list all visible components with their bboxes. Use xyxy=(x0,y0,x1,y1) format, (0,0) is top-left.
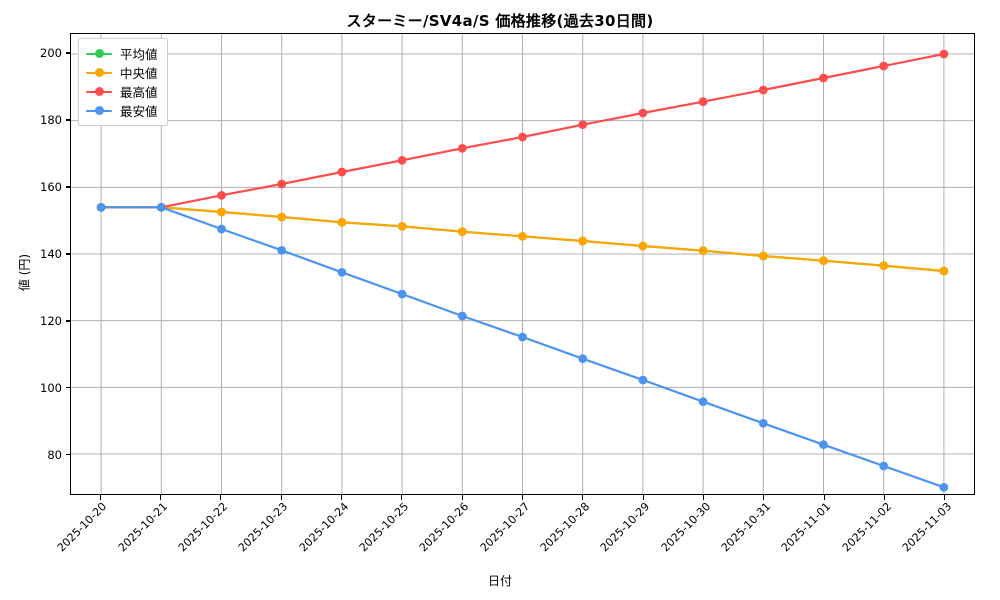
y-tick-mark xyxy=(66,52,71,54)
legend-item[interactable]: 平均値 xyxy=(86,44,158,63)
series-marker xyxy=(457,311,467,321)
series-marker xyxy=(277,245,287,255)
series-marker xyxy=(638,108,648,118)
series-marker xyxy=(819,440,828,450)
x-axis-title: 日付 xyxy=(487,574,512,588)
x-tick-mark xyxy=(401,495,403,500)
series-marker xyxy=(337,167,347,177)
x-tick-mark xyxy=(461,495,463,500)
series-marker xyxy=(819,256,828,266)
legend-item-label: 中央値 xyxy=(120,66,158,81)
series-marker xyxy=(578,354,588,364)
y-tick-mark xyxy=(66,186,71,188)
series-marker xyxy=(578,236,588,246)
series-marker xyxy=(217,224,226,234)
x-tick-mark xyxy=(642,495,644,500)
x-tick-mark xyxy=(340,495,343,500)
legend-marker-icon xyxy=(86,66,112,80)
series-marker xyxy=(397,155,407,165)
y-tick-label: 140 xyxy=(40,246,62,261)
plot-area xyxy=(70,33,975,495)
y-tick-label: 160 xyxy=(40,180,62,194)
series-marker xyxy=(638,241,648,251)
legend-item-label: 最高値 xyxy=(120,85,158,100)
series-line xyxy=(100,206,945,489)
x-tick-mark xyxy=(582,495,584,500)
legend-item[interactable]: 最高値 xyxy=(86,82,158,101)
series-marker xyxy=(939,482,949,492)
x-tick-mark xyxy=(99,495,101,500)
legend-marker-icon xyxy=(86,85,112,99)
series-marker xyxy=(457,143,467,153)
x-tick-mark xyxy=(220,495,222,500)
series-marker xyxy=(457,227,467,237)
x-tick-mark xyxy=(823,495,825,500)
series-marker xyxy=(277,212,287,222)
x-tick-mark xyxy=(763,495,765,500)
chart-legend: 平均値中央値最高値最安値 xyxy=(78,38,168,126)
series-marker xyxy=(698,246,708,256)
y-tick-mark xyxy=(66,387,71,389)
series-marker xyxy=(758,85,768,95)
series-marker xyxy=(518,132,527,142)
x-tick-mark xyxy=(883,495,886,500)
series-marker xyxy=(939,49,949,59)
series-marker xyxy=(156,202,166,212)
series-marker xyxy=(879,261,889,271)
series-marker xyxy=(518,231,527,241)
series-marker xyxy=(518,332,527,342)
series-marker xyxy=(337,267,347,277)
y-tick-mark xyxy=(66,454,71,456)
series-marker xyxy=(819,73,828,83)
y-tick-label: 120 xyxy=(40,313,62,328)
x-tick-mark xyxy=(944,495,946,500)
y-tick-mark xyxy=(66,119,71,121)
series-marker xyxy=(217,207,226,217)
series-marker xyxy=(879,461,889,471)
series-marker xyxy=(879,61,889,71)
page-title: スターミー/SV4a/S 価格推移(過去30日間) xyxy=(346,12,654,30)
series-marker xyxy=(698,97,708,107)
x-tick-mark xyxy=(521,495,524,500)
legend-item[interactable]: 最安値 xyxy=(86,101,158,120)
series-marker xyxy=(698,397,708,407)
data-series xyxy=(96,49,949,212)
series-marker xyxy=(638,375,648,385)
y-tick-label: 100 xyxy=(40,380,62,395)
series-marker xyxy=(578,120,588,130)
y-tick-mark xyxy=(66,320,71,322)
series-marker xyxy=(758,418,768,428)
y-tick-label: 180 xyxy=(40,113,62,128)
legend-item-label: 平均値 xyxy=(120,47,158,62)
legend-item-label: 最安値 xyxy=(120,104,158,119)
data-series-layer xyxy=(96,49,949,492)
series-marker xyxy=(758,251,768,261)
y-tick-label: 200 xyxy=(40,46,62,61)
series-marker xyxy=(96,202,106,212)
legend-marker-icon xyxy=(86,104,112,118)
x-tick-mark xyxy=(159,495,162,500)
legend-marker-icon xyxy=(86,47,112,61)
series-marker xyxy=(217,190,226,200)
data-series xyxy=(96,202,949,492)
series-marker xyxy=(397,289,407,299)
y-tick-mark xyxy=(66,253,71,255)
series-marker xyxy=(277,179,287,189)
y-tick-label: 80 xyxy=(47,447,62,462)
series-marker xyxy=(939,266,949,276)
legend-item[interactable]: 中央値 xyxy=(86,63,158,82)
x-tick-mark xyxy=(280,495,282,500)
x-tick-mark xyxy=(702,495,705,500)
data-series xyxy=(96,202,949,276)
series-marker xyxy=(397,221,407,231)
series-line xyxy=(100,52,945,209)
series-marker xyxy=(337,217,347,227)
